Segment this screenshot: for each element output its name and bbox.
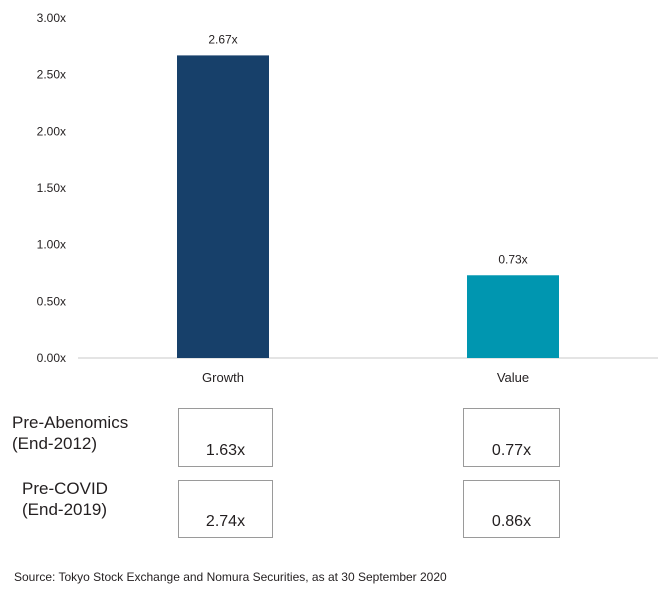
category-label: Growth — [202, 370, 244, 385]
data-label: 0.73x — [498, 252, 527, 266]
row-label-line2: (End-2012) — [12, 434, 98, 453]
row-label-line1: Pre-Abenomics — [12, 413, 129, 432]
y-tick-label: 1.00x — [37, 238, 66, 252]
bar-chart: 0.00x 0.50x 1.00x 1.50x 2.00x 2.50x 3.00x 2.67x… — [37, 11, 658, 385]
growth-pre-covid-box: 2.74x — [178, 480, 273, 538]
y-tick-label: 2.50x — [37, 68, 66, 82]
y-tick-label: 2.00x — [37, 124, 66, 138]
growth-pre-abenomics-box: 1.63x — [178, 408, 273, 467]
row-label-line1: Pre-COVID — [22, 479, 108, 498]
data-label: 2.67x — [208, 32, 237, 46]
bar-value — [467, 275, 559, 358]
row-label-pre-abenomics: Pre-Abenomics (End-2012) — [12, 412, 128, 454]
value-pre-covid-box: 0.86x — [463, 480, 560, 538]
source-note: Source: Tokyo Stock Exchange and Nomura … — [14, 570, 447, 584]
row-label-pre-covid: Pre-COVID (End-2019) — [22, 478, 108, 520]
bar-growth — [177, 55, 269, 359]
y-tick-label: 0.00x — [37, 351, 66, 365]
y-tick-label: 3.00x — [37, 11, 66, 25]
row-label-line2: (End-2019) — [22, 500, 108, 519]
y-tick-label: 0.50x — [37, 294, 66, 308]
value-pre-abenomics-box: 0.77x — [463, 408, 560, 467]
category-label: Value — [497, 370, 529, 385]
y-tick-label: 1.50x — [37, 181, 66, 195]
